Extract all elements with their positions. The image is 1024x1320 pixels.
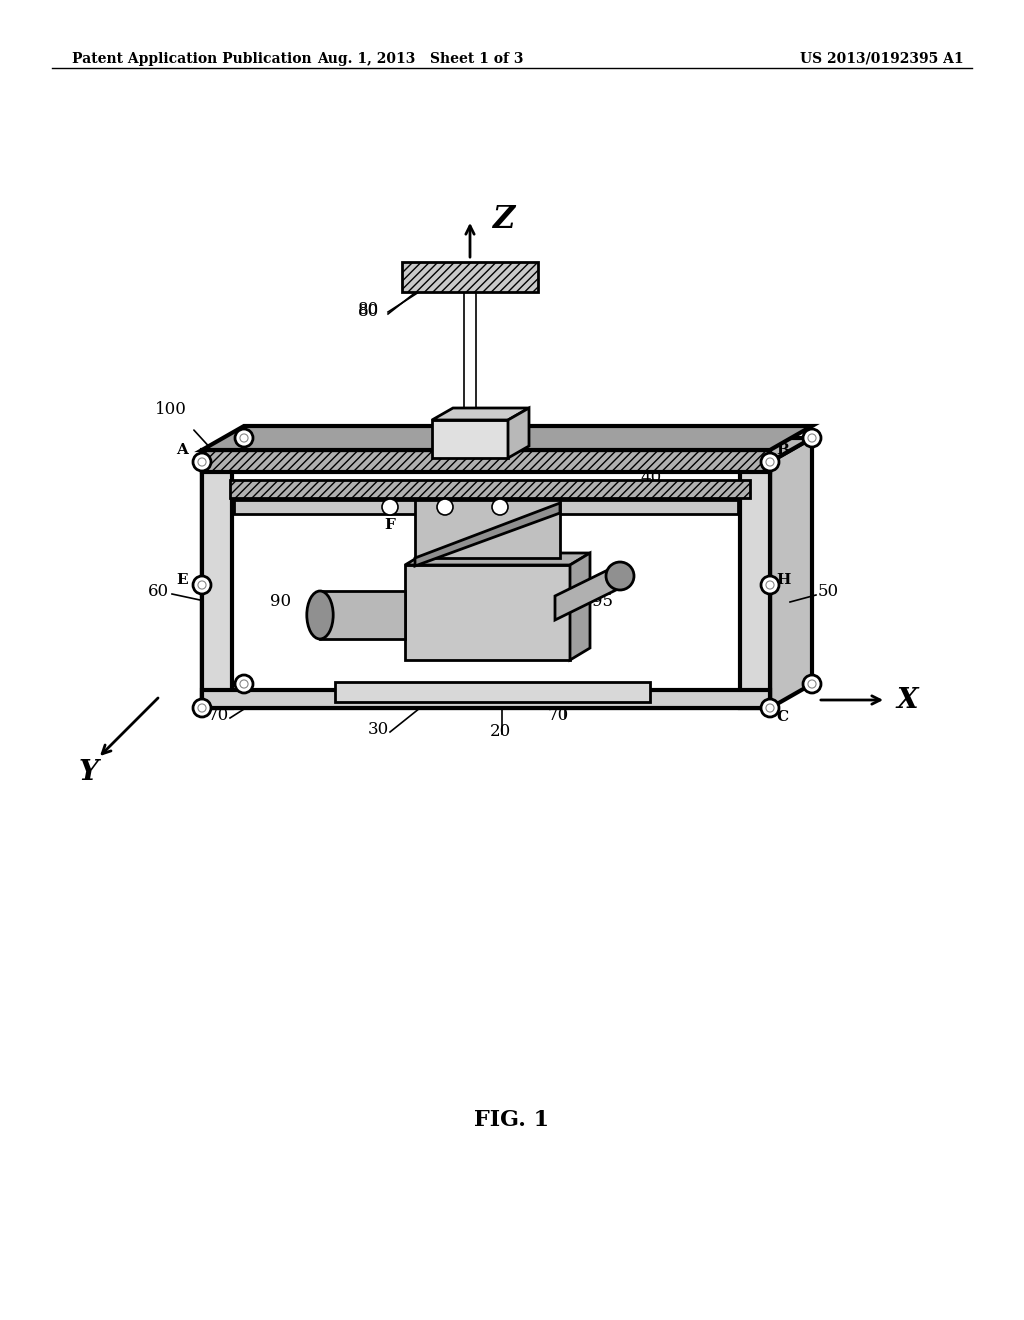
Circle shape: [492, 499, 508, 515]
Polygon shape: [234, 500, 738, 513]
Text: 70: 70: [208, 708, 229, 725]
Circle shape: [437, 499, 453, 515]
Text: 80: 80: [358, 301, 379, 318]
Text: I: I: [467, 442, 473, 455]
Ellipse shape: [307, 591, 333, 639]
Text: 30: 30: [368, 722, 389, 738]
Text: E: E: [176, 573, 188, 587]
Polygon shape: [432, 420, 508, 458]
Text: 10: 10: [585, 444, 606, 461]
Polygon shape: [202, 426, 812, 450]
Text: 90: 90: [270, 594, 291, 610]
Text: 100: 100: [155, 401, 186, 418]
Text: Aug. 1, 2013   Sheet 1 of 3: Aug. 1, 2013 Sheet 1 of 3: [316, 51, 523, 66]
Text: Y: Y: [78, 759, 98, 785]
Polygon shape: [555, 564, 620, 620]
Text: 95: 95: [592, 594, 613, 610]
Text: H: H: [776, 573, 791, 587]
Polygon shape: [740, 462, 770, 708]
Polygon shape: [406, 565, 570, 660]
Circle shape: [234, 429, 253, 447]
Polygon shape: [415, 503, 560, 566]
Polygon shape: [202, 438, 812, 462]
Polygon shape: [202, 462, 770, 708]
Text: 70: 70: [548, 708, 569, 725]
Text: 60: 60: [148, 583, 169, 601]
Text: F: F: [385, 517, 395, 532]
Polygon shape: [230, 480, 750, 498]
Circle shape: [761, 576, 779, 594]
Circle shape: [761, 453, 779, 471]
Circle shape: [193, 453, 211, 471]
Text: B: B: [776, 444, 790, 457]
Polygon shape: [406, 553, 590, 565]
Circle shape: [803, 429, 821, 447]
Polygon shape: [508, 408, 529, 458]
Text: FIG. 1: FIG. 1: [474, 1109, 550, 1131]
Polygon shape: [770, 438, 812, 708]
Text: G: G: [494, 517, 507, 532]
Polygon shape: [202, 438, 244, 708]
Circle shape: [761, 700, 779, 717]
Polygon shape: [432, 408, 529, 420]
Polygon shape: [319, 591, 406, 639]
Circle shape: [193, 576, 211, 594]
Text: X: X: [896, 686, 918, 714]
Text: Z: Z: [492, 205, 514, 235]
Text: A: A: [176, 444, 188, 457]
Circle shape: [803, 675, 821, 693]
Text: 50: 50: [818, 583, 839, 601]
Polygon shape: [570, 553, 590, 660]
Polygon shape: [202, 462, 232, 708]
Text: 40: 40: [640, 470, 662, 487]
Text: Patent Application Publication: Patent Application Publication: [72, 51, 311, 66]
Polygon shape: [402, 261, 538, 292]
Circle shape: [234, 675, 253, 693]
Text: 80: 80: [358, 304, 379, 321]
Polygon shape: [202, 690, 770, 708]
Polygon shape: [415, 500, 560, 558]
Text: C: C: [776, 710, 788, 723]
Polygon shape: [244, 438, 812, 684]
Circle shape: [382, 499, 398, 515]
Text: US 2013/0192395 A1: US 2013/0192395 A1: [800, 51, 964, 66]
Circle shape: [606, 562, 634, 590]
Circle shape: [193, 700, 211, 717]
Text: 20: 20: [490, 723, 511, 741]
Polygon shape: [202, 450, 770, 473]
Polygon shape: [335, 682, 650, 702]
